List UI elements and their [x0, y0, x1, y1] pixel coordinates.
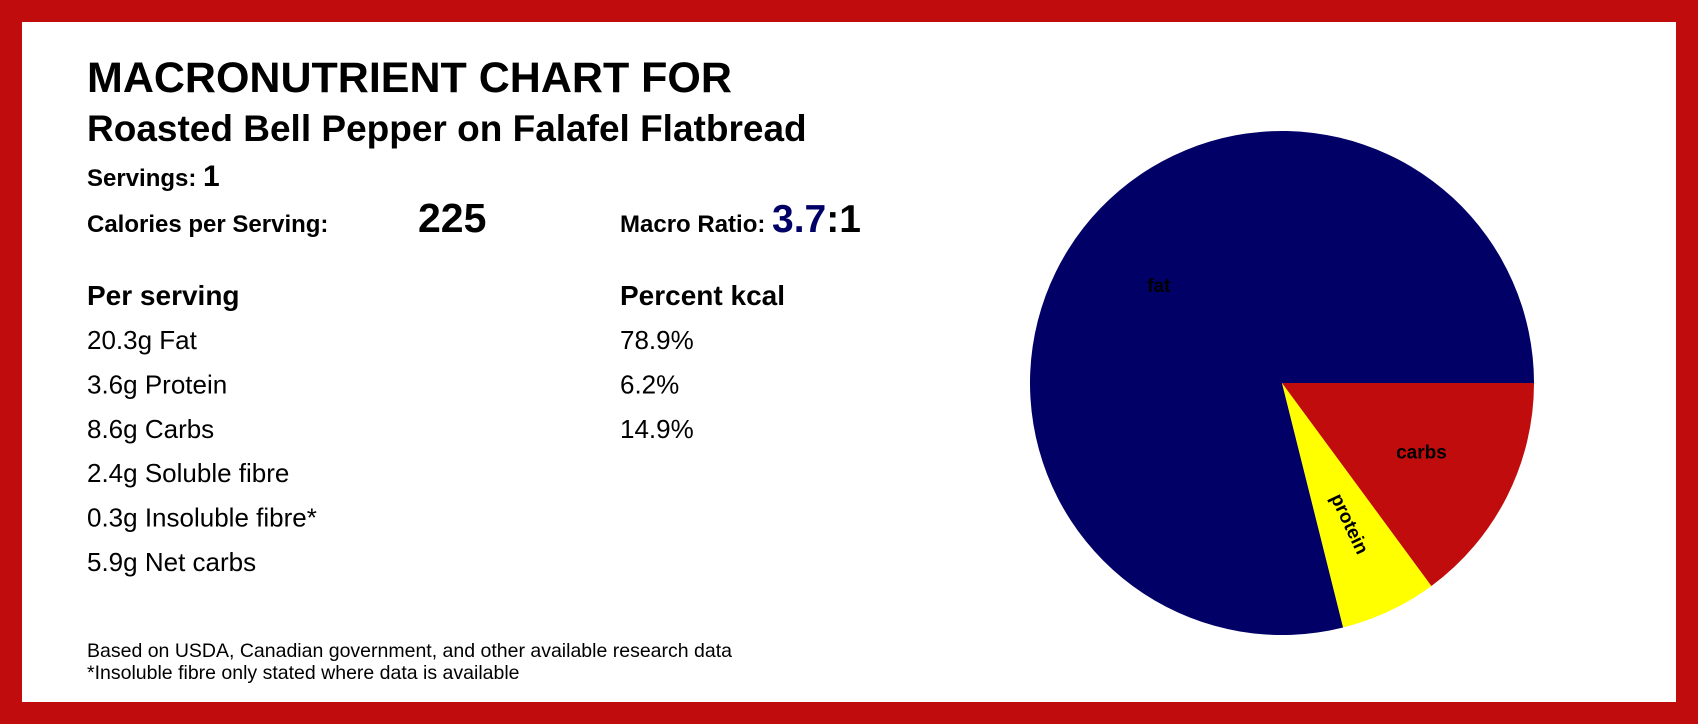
table-row: 0.3g Insoluble fibre* — [87, 503, 317, 533]
pie-slice — [1282, 383, 1432, 628]
slice-label: fat — [1147, 276, 1171, 297]
pie-slice — [1282, 383, 1534, 586]
table-row: 20.3g Fat — [87, 325, 198, 355]
title: MACRONUTRIENT CHART FOR — [87, 54, 732, 102]
table-row: 8.6g Carbs — [87, 414, 214, 444]
table-row: 3.6g Protein — [87, 369, 227, 399]
percent-kcal: 78.9% — [620, 325, 694, 355]
servings-label: Servings: — [87, 165, 196, 192]
percent-kcal: 6.2% — [620, 369, 679, 399]
table-header: Per serving — [87, 280, 240, 311]
footnote: *Insoluble fibre only stated where data … — [87, 662, 520, 684]
table-row: 2.4g Soluble fibre — [87, 458, 289, 488]
ratio-suffix: :1 — [826, 198, 861, 241]
ratio-label: Macro Ratio: — [620, 211, 765, 238]
slice-label: carbs — [1396, 443, 1447, 464]
calories-label: Calories per Serving: — [87, 211, 328, 238]
macro-ratio: Macro Ratio: 3.7:1 — [620, 198, 861, 241]
pie-slice — [1030, 131, 1534, 636]
footnote: Based on USDA, Canadian government, and … — [87, 640, 732, 662]
calories-value: 225 — [418, 195, 486, 241]
servings-value: 1 — [203, 160, 220, 193]
servings: Servings: 1 — [87, 160, 220, 193]
percent-kcal: 14.9% — [620, 414, 694, 444]
subtitle: Roasted Bell Pepper on Falafel Flatbread — [87, 108, 807, 149]
table-row: 5.9g Net carbs — [87, 547, 256, 577]
table-header: Percent kcal — [620, 280, 785, 311]
ratio-value: 3.7 — [772, 198, 826, 241]
